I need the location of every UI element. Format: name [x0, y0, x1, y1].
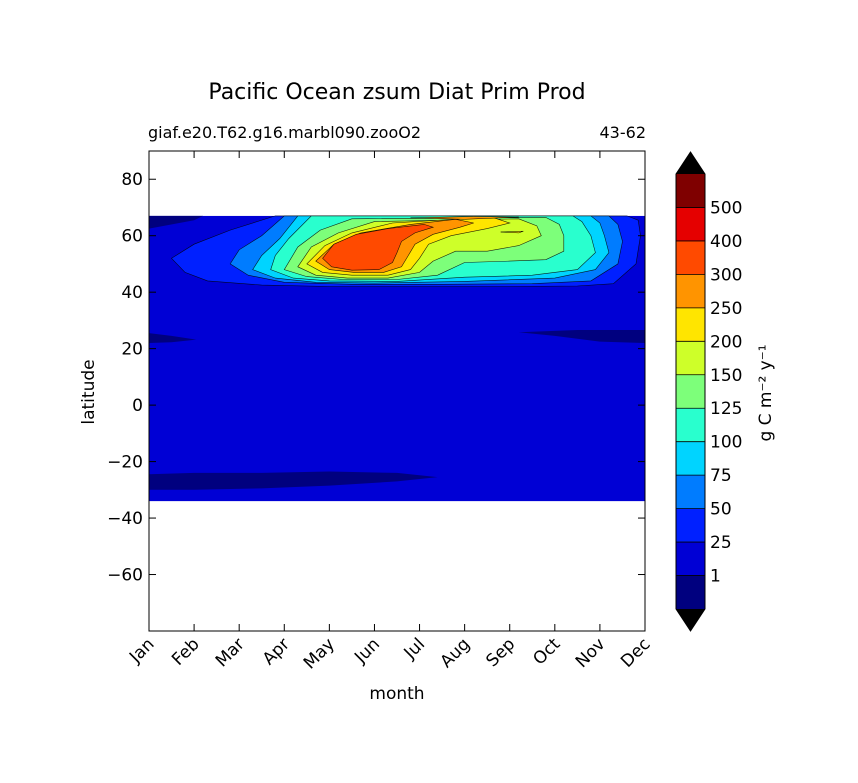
x-tick-label: Dec [617, 634, 654, 671]
colorbar-segment [676, 542, 705, 576]
bloom-contour-level-10 [322, 224, 435, 271]
colorbar-tick-label: 200 [710, 332, 742, 352]
colorbar-segment [676, 307, 705, 342]
colorbar-segment [676, 240, 705, 275]
x-tick-label: Jul [400, 634, 429, 663]
colorbar-segment [676, 374, 705, 409]
colorbar-segment [676, 174, 705, 208]
x-tick-label: Aug [437, 634, 475, 672]
colorbar-tick-label: 100 [710, 433, 742, 453]
colorbar-outline [675, 151, 706, 632]
colorbar-extend-top [676, 152, 705, 174]
top-low-strip [149, 215, 204, 229]
x-tick-label: Apr [259, 634, 294, 669]
chart-title: Pacific Ocean zsum Diat Prim Prod [208, 80, 585, 105]
bloom-streak [410, 216, 519, 220]
colorbar-tick-label: 25 [710, 533, 732, 553]
colorbar-segment [676, 207, 705, 242]
colorbar-tick-label: 125 [710, 399, 742, 419]
y-tick-label: 80 [121, 170, 143, 190]
colorbar-tick-label: 1 [710, 567, 721, 587]
x-tick-label: Jan [125, 634, 158, 667]
colorbar-tick-label: 400 [710, 232, 742, 252]
y-tick-label: 0 [132, 396, 143, 416]
low-band-south [149, 471, 438, 490]
plot-area [149, 215, 645, 502]
low-band-north-oct [518, 330, 645, 343]
chart-subtitle-left: giaf.e20.T62.g16.marbl090.zooO2 [148, 123, 421, 142]
x-tick-label: Oct [529, 634, 564, 669]
y-axis: 80 60 40 20 0 −20 −40 −60 [107, 170, 645, 586]
colorbar-segment [676, 408, 705, 442]
bloom-streak [500, 230, 524, 234]
colorbar-tick-label: 250 [710, 299, 742, 319]
colorbar-segment [676, 274, 705, 309]
y-tick-label: 20 [121, 340, 143, 360]
colorbar-extend-bottom [676, 609, 705, 631]
y-tick-label: 60 [121, 227, 143, 247]
low-band-north-jan [149, 333, 197, 343]
colorbar-tick-label: 300 [710, 265, 742, 285]
colorbar-segment [676, 475, 705, 509]
colorbar-tick-label: 150 [710, 366, 742, 386]
x-axis-label: month [369, 684, 424, 704]
y-tick-label: 40 [121, 283, 143, 303]
plot-frame [148, 150, 646, 632]
x-tick-label: Sep [482, 634, 519, 671]
x-tick-label: May [300, 634, 339, 673]
colorbar-tick-label: 50 [710, 500, 732, 520]
x-tick-label: Nov [572, 634, 610, 672]
y-tick-label: −20 [107, 453, 143, 473]
colorbar-tick-label: 75 [710, 466, 732, 486]
colorbar-segment [676, 508, 705, 543]
chart-subtitle-right: 43-62 [600, 123, 647, 142]
colorbar-segment [676, 341, 705, 376]
x-tick-label: Jun [350, 634, 384, 668]
y-tick-label: −60 [107, 566, 143, 586]
x-tick-label: Feb [168, 634, 203, 669]
colorbar-label: g C m⁻² y⁻¹ [756, 344, 776, 441]
north-pacific-bloom [171, 215, 641, 287]
y-axis-label: latitude [79, 359, 99, 424]
colorbar-tick-label: 500 [710, 198, 742, 218]
colorbar-segment [676, 441, 705, 476]
x-tick-label: Mar [212, 634, 249, 671]
y-tick-label: −40 [107, 509, 143, 529]
colorbar-segment [676, 575, 705, 610]
